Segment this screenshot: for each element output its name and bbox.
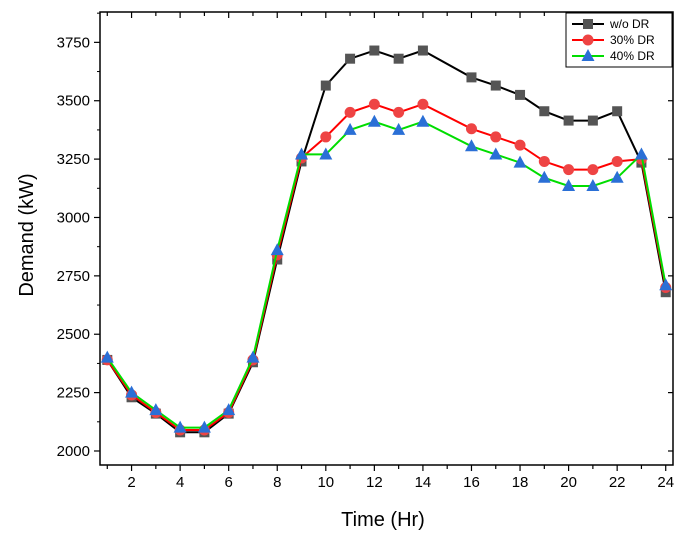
series-line bbox=[106, 103, 667, 431]
data-point bbox=[344, 106, 356, 118]
data-point bbox=[320, 80, 331, 91]
data-point bbox=[586, 178, 600, 191]
x-tick-label: 10 bbox=[317, 474, 334, 491]
legend-marker bbox=[581, 49, 595, 61]
x-axis-title: Time (Hr) bbox=[341, 509, 425, 531]
data-point bbox=[490, 80, 501, 91]
y-axis-title: Demand (kW) bbox=[16, 173, 38, 296]
data-point bbox=[539, 106, 550, 117]
y-tick-label: 2500 bbox=[57, 326, 90, 343]
data-point bbox=[537, 170, 551, 183]
x-tick-label: 2 bbox=[127, 474, 135, 491]
data-point bbox=[562, 178, 576, 191]
data-point bbox=[319, 147, 333, 160]
data-point bbox=[563, 164, 575, 176]
data-point bbox=[634, 147, 648, 160]
data-point bbox=[270, 243, 284, 256]
data-point bbox=[417, 45, 428, 56]
data-point bbox=[320, 131, 332, 143]
axes: 2 4 6 8 10 12 14 16 18 20 22 2420002250250027503000… bbox=[57, 11, 674, 491]
data-point bbox=[149, 403, 163, 416]
data-point bbox=[246, 350, 260, 363]
data-point bbox=[417, 98, 429, 110]
legend: w/o DR 30% DR 40% DR bbox=[565, 12, 673, 68]
legend-label: 30% DR bbox=[610, 33, 655, 47]
data-point bbox=[369, 45, 380, 56]
data-point bbox=[343, 122, 357, 135]
data-point bbox=[368, 98, 380, 110]
x-tick-label: 14 bbox=[415, 474, 432, 491]
data-point bbox=[515, 89, 526, 100]
data-point bbox=[489, 147, 503, 160]
data-point bbox=[563, 115, 574, 126]
data-point bbox=[587, 164, 599, 176]
legend-marker bbox=[583, 19, 593, 29]
data-point bbox=[416, 114, 430, 127]
data-point bbox=[587, 115, 598, 126]
y-tick-label: 3750 bbox=[57, 34, 90, 51]
plot-frame bbox=[99, 11, 674, 466]
legend-label: w/o DR bbox=[609, 17, 650, 31]
x-tick-label: 4 bbox=[176, 474, 184, 491]
data-point bbox=[490, 131, 502, 143]
data-point bbox=[222, 403, 236, 416]
data-point bbox=[392, 122, 406, 135]
series-layer bbox=[100, 45, 673, 438]
y-tick-label: 3250 bbox=[57, 151, 90, 168]
y-tick-label: 2750 bbox=[57, 268, 90, 285]
x-tick-label: 6 bbox=[225, 474, 233, 491]
data-point bbox=[513, 155, 527, 168]
series-30-dr bbox=[101, 98, 672, 436]
x-tick-label: 24 bbox=[657, 474, 674, 491]
data-point bbox=[125, 385, 139, 398]
y-tick-label: 2000 bbox=[57, 443, 90, 460]
data-point bbox=[464, 139, 478, 152]
series-w-o-dr bbox=[102, 45, 671, 438]
data-point bbox=[465, 123, 477, 135]
data-point bbox=[393, 106, 405, 118]
series-line bbox=[106, 120, 667, 429]
data-point bbox=[197, 420, 211, 433]
y-tick-label: 3000 bbox=[57, 209, 90, 226]
data-point bbox=[100, 350, 114, 363]
series-40-dr bbox=[100, 114, 673, 433]
x-tick-label: 22 bbox=[609, 474, 626, 491]
x-tick-label: 12 bbox=[366, 474, 383, 491]
x-tick-label: 16 bbox=[463, 474, 480, 491]
y-tick-label: 2250 bbox=[57, 385, 90, 402]
legend-marker bbox=[582, 34, 594, 46]
data-point bbox=[659, 278, 673, 291]
x-tick-label: 8 bbox=[273, 474, 281, 491]
data-point bbox=[611, 155, 623, 167]
data-point bbox=[610, 170, 624, 183]
data-point bbox=[295, 147, 309, 160]
data-point bbox=[173, 420, 187, 433]
y-tick-label: 3500 bbox=[57, 93, 90, 110]
data-point bbox=[612, 106, 623, 117]
data-point bbox=[466, 72, 477, 83]
data-point bbox=[393, 53, 404, 64]
data-point bbox=[514, 139, 526, 151]
x-tick-label: 20 bbox=[560, 474, 577, 491]
data-point bbox=[345, 53, 356, 64]
x-tick-label: 18 bbox=[512, 474, 529, 491]
legend-label: 40% DR bbox=[610, 49, 655, 63]
data-point bbox=[538, 155, 550, 167]
data-point bbox=[367, 114, 381, 127]
